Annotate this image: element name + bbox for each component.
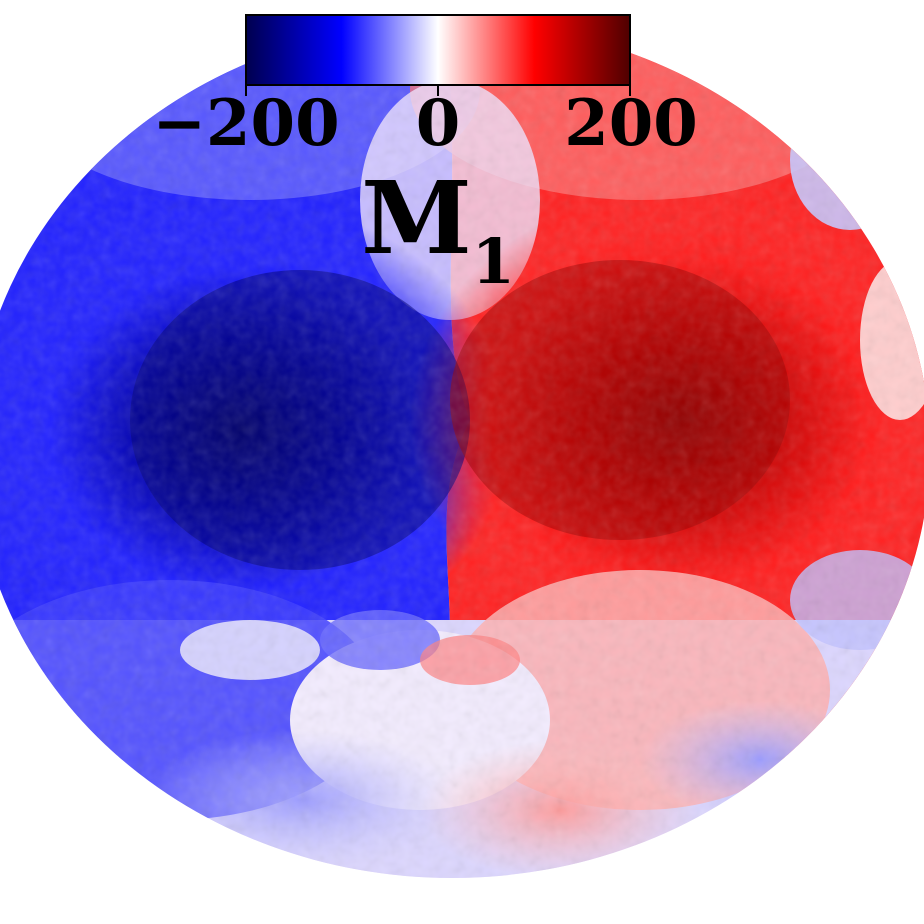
colorbar-title: M1	[361, 168, 515, 293]
colorbar-tick-mid	[437, 86, 439, 96]
colorbar-frame	[245, 14, 631, 86]
colorbar-title-subscript: 1	[471, 225, 515, 298]
colorbar-tick-label-min: −200	[152, 86, 340, 161]
colorbar-title-symbol: M	[361, 159, 472, 277]
colorbar-tick-min	[245, 86, 247, 96]
colorbar-tick-label-mid: 0	[415, 86, 461, 161]
colorbar-gradient	[245, 14, 631, 86]
colorbar-tick-max	[629, 86, 631, 96]
colorbar-tick-label-max: 200	[564, 86, 698, 161]
